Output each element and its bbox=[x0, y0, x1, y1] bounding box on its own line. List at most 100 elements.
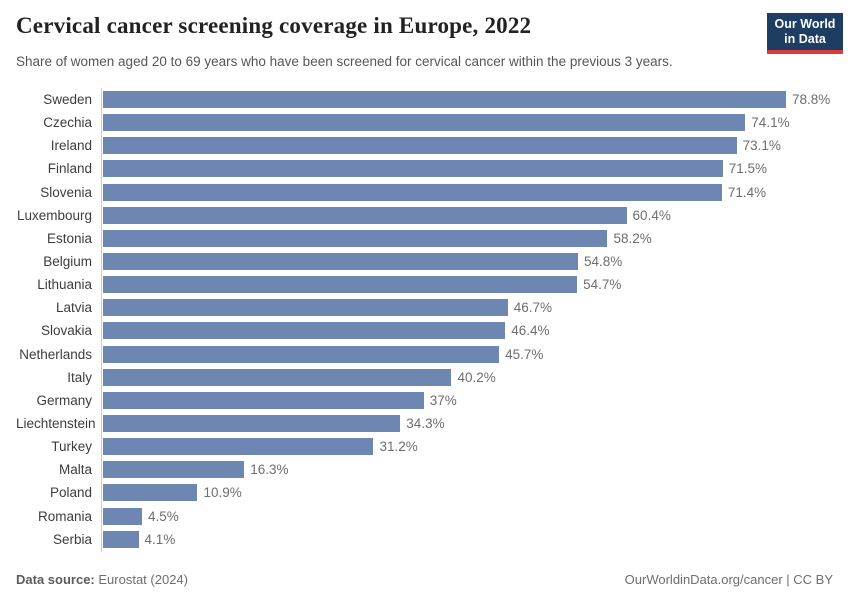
bar-track: 60.4% bbox=[101, 206, 834, 224]
bar[interactable] bbox=[103, 253, 578, 271]
chart-row: Romania 4.5% bbox=[16, 505, 834, 528]
value-label: 74.1% bbox=[751, 115, 790, 131]
country-label: Belgium bbox=[43, 254, 92, 270]
value-label: 40.2% bbox=[457, 369, 496, 385]
chart-row: Italy 40.2% bbox=[16, 366, 834, 389]
value-label: 4.5% bbox=[148, 508, 179, 524]
bar-track: 4.5% bbox=[101, 507, 834, 525]
credit-link[interactable]: OurWorldinData.org/cancer | CC BY bbox=[624, 572, 833, 587]
country-label: Serbia bbox=[52, 531, 92, 547]
chart-row: Slovenia 71.4% bbox=[16, 181, 834, 204]
bar-track: 40.2% bbox=[101, 368, 834, 386]
chart-row: Ireland 73.1% bbox=[16, 134, 834, 157]
value-label: 46.7% bbox=[513, 300, 553, 316]
bar-track: 10.9% bbox=[101, 484, 834, 502]
country-label: Sweden bbox=[43, 92, 92, 108]
value-label: 78.8% bbox=[792, 92, 831, 108]
bar[interactable] bbox=[103, 160, 723, 178]
bar[interactable] bbox=[103, 438, 374, 456]
country-label: Romania bbox=[37, 508, 92, 524]
bar-track: 54.8% bbox=[101, 253, 834, 271]
country-label: Malta bbox=[58, 462, 92, 478]
owid-logo-line1: Our World bbox=[774, 17, 836, 31]
bar[interactable] bbox=[103, 137, 737, 155]
bar-track: 46.7% bbox=[101, 299, 834, 317]
bar[interactable] bbox=[103, 299, 508, 317]
y-axis-line bbox=[101, 88, 102, 552]
country-label: Netherlands bbox=[19, 346, 92, 362]
country-label: Estonia bbox=[46, 230, 92, 246]
chart-row: Malta 16.3% bbox=[16, 458, 834, 481]
chart-rows: Sweden 78.8% Czechia 74.1% Ireland 73.1% Finla… bbox=[16, 88, 834, 551]
bar[interactable] bbox=[103, 415, 401, 433]
bar-track: 16.3% bbox=[101, 461, 834, 479]
country-label: Italy bbox=[67, 369, 92, 385]
owid-logo[interactable]: Our World in Data bbox=[767, 13, 843, 54]
bar[interactable] bbox=[103, 183, 722, 201]
value-label: 34.3% bbox=[406, 416, 445, 432]
country-label: Poland bbox=[49, 485, 92, 501]
bar[interactable] bbox=[103, 461, 245, 479]
bar[interactable] bbox=[103, 345, 500, 363]
chart-row: Lithuania 54.7% bbox=[16, 273, 834, 296]
country-label: Ireland bbox=[50, 138, 92, 154]
country-label: Luxembourg bbox=[16, 207, 92, 223]
chart-row: Liechtenstein 34.3% bbox=[16, 412, 834, 435]
bar[interactable] bbox=[103, 530, 139, 548]
country-label: Finland bbox=[47, 161, 92, 177]
bar[interactable] bbox=[103, 229, 608, 247]
bar[interactable] bbox=[103, 507, 142, 525]
value-label: 10.9% bbox=[203, 485, 242, 501]
country-label: Turkey bbox=[51, 439, 92, 455]
chart-row: Latvia 46.7% bbox=[16, 296, 834, 319]
bar[interactable] bbox=[103, 91, 787, 109]
value-label: 45.7% bbox=[505, 346, 544, 362]
country-label: Germany bbox=[36, 392, 92, 408]
data-source-label: Data source: bbox=[16, 572, 95, 587]
bar-track: 73.1% bbox=[101, 137, 834, 155]
value-label: 73.1% bbox=[742, 138, 781, 154]
bar-track: 58.2% bbox=[101, 229, 834, 247]
chart-row: Germany 37% bbox=[16, 389, 834, 412]
bar[interactable] bbox=[103, 391, 424, 409]
chart-row: Netherlands 45.7% bbox=[16, 343, 834, 366]
bar[interactable] bbox=[103, 276, 578, 294]
bar[interactable] bbox=[103, 484, 198, 502]
country-label: Lithuania bbox=[37, 277, 92, 293]
owid-logo-line2: in Data bbox=[784, 32, 826, 46]
value-label: 31.2% bbox=[379, 439, 418, 455]
chart-row: Slovakia 46.4% bbox=[16, 319, 834, 342]
chart-row: Czechia 74.1% bbox=[16, 111, 834, 134]
value-label: 58.2% bbox=[613, 230, 652, 246]
bar[interactable] bbox=[103, 322, 506, 340]
chart-row: Estonia 58.2% bbox=[16, 227, 834, 250]
bar-track: 71.5% bbox=[101, 160, 834, 178]
bar-track: 45.7% bbox=[101, 345, 834, 363]
bar[interactable] bbox=[103, 368, 452, 386]
page-title: Cervical cancer screening coverage in Eu… bbox=[16, 13, 532, 38]
bar-track: 4.1% bbox=[101, 530, 834, 548]
value-label: 4.1% bbox=[144, 531, 176, 547]
value-label: 71.5% bbox=[728, 161, 768, 177]
value-label: 37% bbox=[429, 392, 457, 408]
bar-track: 54.7% bbox=[101, 276, 834, 294]
value-label: 60.4% bbox=[632, 207, 671, 223]
country-label: Czechia bbox=[43, 115, 92, 131]
bar-track: 37% bbox=[101, 391, 834, 409]
chart-row: Belgium 54.8% bbox=[16, 250, 834, 273]
country-label: Slovakia bbox=[40, 323, 92, 339]
chart-row: Turkey 31.2% bbox=[16, 435, 834, 458]
value-label: 46.4% bbox=[511, 323, 550, 339]
data-source-value: Eurostat (2024) bbox=[98, 572, 188, 587]
data-source: Data source: Eurostat (2024) bbox=[16, 572, 188, 587]
bar-track: 34.3% bbox=[101, 415, 834, 433]
bar[interactable] bbox=[103, 114, 746, 132]
country-label: Latvia bbox=[55, 300, 92, 316]
bar[interactable] bbox=[103, 206, 627, 224]
bar-track: 78.8% bbox=[101, 91, 834, 109]
chart-row: Poland 10.9% bbox=[16, 481, 834, 504]
chart-row: Serbia 4.1% bbox=[16, 528, 834, 551]
chart-subtitle: Share of women aged 20 to 69 years who h… bbox=[16, 54, 673, 69]
chart-row: Sweden 78.8% bbox=[16, 88, 834, 111]
